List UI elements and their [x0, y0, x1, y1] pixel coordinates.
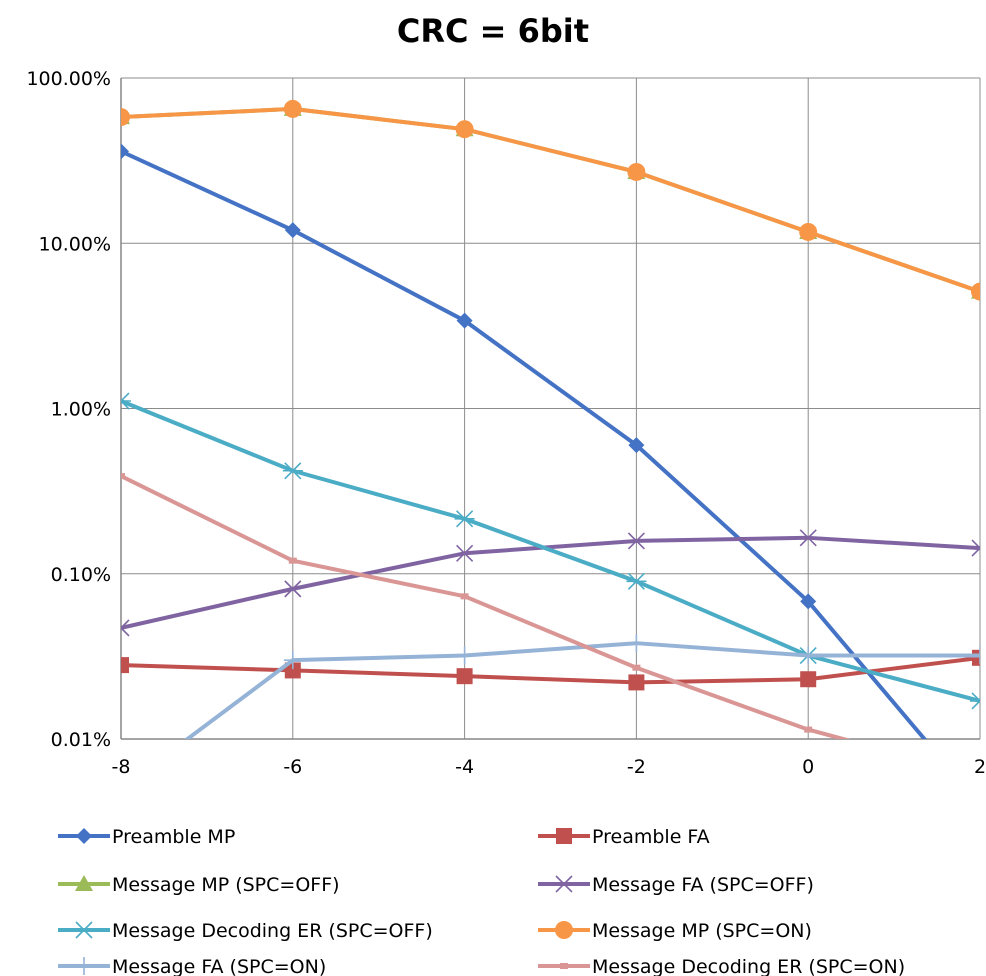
data-point-preamble-mp [121, 143, 129, 160]
data-point-preamble-fa [121, 657, 129, 674]
data-point-message-decoding-er-spc-off [970, 692, 980, 710]
legend-marker [556, 828, 572, 844]
legend-item-preamble-fa: Preamble FA [538, 826, 710, 848]
data-point-message-fa-spc-off [799, 529, 817, 547]
series-line-message-decoding-er-spc-off [121, 399, 980, 703]
data-point-message-mp-spc-on [283, 99, 302, 118]
x-tick-label: -2 [627, 756, 646, 778]
legend-item-message-decoding-er-spc-off: Message Decoding ER (SPC=OFF) [58, 920, 433, 942]
data-point-message-fa-spc-on [971, 646, 980, 665]
x-tick-label: -4 [455, 756, 474, 778]
data-point-message-decoding-er-spc-on [288, 557, 297, 564]
data-point-message-fa-spc-on [283, 651, 302, 670]
y-tick-label: 0.01% [51, 729, 111, 751]
data-point-preamble-mp [628, 437, 645, 454]
series-line-preamble-mp [121, 149, 928, 739]
data-point-preamble-fa [972, 649, 980, 666]
data-point-message-fa-spc-on [112, 780, 130, 798]
data-point-message-fa-spc-off [627, 532, 645, 550]
legend-marker [555, 921, 573, 939]
data-point-message-mp-spc-on [627, 162, 646, 181]
data-point-message-mp-spc-on [121, 108, 130, 127]
legend-marker [76, 828, 92, 844]
data-point-message-mp-spc-on [971, 282, 980, 301]
data-point-message-fa-spc-off [456, 544, 474, 562]
y-tick-label: 10.00% [39, 233, 111, 255]
legend-item-message-mp-spc-off: Message MP (SPC=OFF) [58, 874, 340, 896]
legend-marker [75, 957, 93, 975]
legend-label: Preamble MP [112, 826, 235, 848]
y-tick-label: 0.10% [51, 564, 111, 586]
legend-label: Message MP (SPC=ON) [592, 920, 812, 942]
data-point-message-mp-spc-on [799, 222, 818, 241]
data-point-message-decoding-er-spc-off [121, 392, 131, 410]
data-point-message-decoding-er-spc-off [626, 572, 647, 590]
legend-item-message-fa-spc-off: Message FA (SPC=OFF) [538, 874, 814, 896]
data-point-message-decoding-er-spc-on [804, 726, 813, 733]
legend-marker [74, 921, 94, 939]
data-point-message-decoding-er-spc-on [632, 664, 641, 671]
data-point-message-decoding-er-spc-off [282, 462, 303, 480]
data-point-message-decoding-er-spc-off [454, 510, 475, 528]
legend-label: Message FA (SPC=ON) [112, 956, 326, 976]
legend-item-message-fa-spc-on: Message FA (SPC=ON) [58, 956, 326, 976]
data-point-preamble-mp [972, 797, 986, 813]
x-tick-label: -6 [283, 756, 302, 778]
y-tick-label: 1.00% [51, 399, 111, 421]
series-line-message-mp-spc-off [121, 106, 980, 294]
series-line-preamble-fa [121, 655, 980, 685]
data-point-preamble-mp [456, 312, 473, 329]
y-tick-label: 100.00% [26, 68, 111, 90]
data-point-message-fa-spc-off [971, 539, 980, 557]
data-point-preamble-fa [284, 662, 301, 679]
legend-item-preamble-mp: Preamble MP [58, 826, 235, 848]
legend-marker [555, 875, 573, 893]
data-point-message-fa-spc-on [455, 646, 474, 665]
chart-title: CRC = 6bit [396, 12, 590, 50]
legend-label: Message FA (SPC=OFF) [592, 874, 814, 896]
legend-label: Message Decoding ER (SPC=OFF) [112, 920, 433, 942]
data-point-message-mp-spc-on [455, 120, 474, 139]
data-point-preamble-mp [284, 222, 301, 239]
legend-marker [560, 963, 568, 969]
legend-item-message-decoding-er-spc-on: Message Decoding ER (SPC=ON) [538, 956, 905, 976]
data-point-preamble-fa [628, 674, 645, 691]
data-point-message-decoding-er-spc-on [121, 473, 125, 480]
x-tick-label: 2 [974, 756, 986, 778]
plot-area [112, 99, 986, 813]
data-point-preamble-mp [800, 593, 817, 610]
data-point-message-fa-spc-on [627, 634, 646, 653]
series-line-message-fa-spc-off [121, 535, 980, 630]
data-point-message-fa-spc-off [284, 580, 302, 598]
legend-marker [75, 875, 93, 891]
x-tick-label: 0 [802, 756, 814, 778]
legend-label: Message MP (SPC=OFF) [112, 874, 340, 896]
series-line-message-fa-spc-on [184, 641, 980, 739]
data-point-message-decoding-er-spc-on [460, 593, 469, 600]
legend-label: Message Decoding ER (SPC=ON) [592, 956, 905, 976]
series-line-message-decoding-er-spc-on [121, 474, 851, 739]
data-point-message-fa-spc-on [799, 646, 818, 665]
legend-item-message-mp-spc-on: Message MP (SPC=ON) [538, 920, 812, 942]
data-point-preamble-fa [800, 671, 817, 688]
series-line-message-mp-spc-on [121, 106, 980, 294]
data-point-message-fa-spc-off [121, 619, 130, 637]
legend-label: Preamble FA [592, 826, 710, 848]
x-tick-label: -8 [112, 756, 131, 778]
data-point-preamble-fa [456, 668, 473, 685]
